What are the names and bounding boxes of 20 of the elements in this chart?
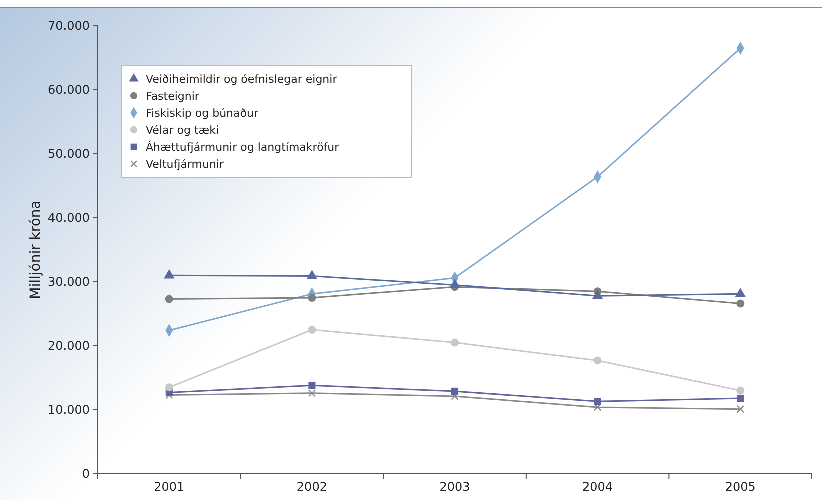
legend-label: Fasteignir [146,90,200,103]
x-tick-label: 2005 [725,480,756,494]
legend-label: Vélar og tæki [146,124,220,137]
y-tick-label: 30.000 [48,275,90,290]
y-tick-label: 70.000 [48,19,90,34]
x-tick-label: 2003 [440,480,470,494]
y-axis-title: Milljónir króna [28,200,44,300]
y-tick-label: 10.000 [48,403,90,418]
legend-label: Fiskiskip og búnaður [146,106,259,120]
y-tick-label: 40.000 [48,211,90,226]
y-tick-label: 60.000 [48,83,90,98]
legend-label: Veltufjármunir [146,158,224,171]
x-tick-label: 2001 [154,480,185,494]
y-tick-label: 50.000 [48,147,90,162]
legend-label: Áhættufjármunir og langtímakröfur [146,140,340,154]
x-tick-label: 2004 [582,480,614,494]
y-tick-label: 0 [82,467,90,482]
y-tick-label: 20.000 [48,339,90,354]
legend-label: Veiðiheimildir og óefnislegar eignir [146,72,338,86]
x-tick-label: 2002 [296,480,328,494]
